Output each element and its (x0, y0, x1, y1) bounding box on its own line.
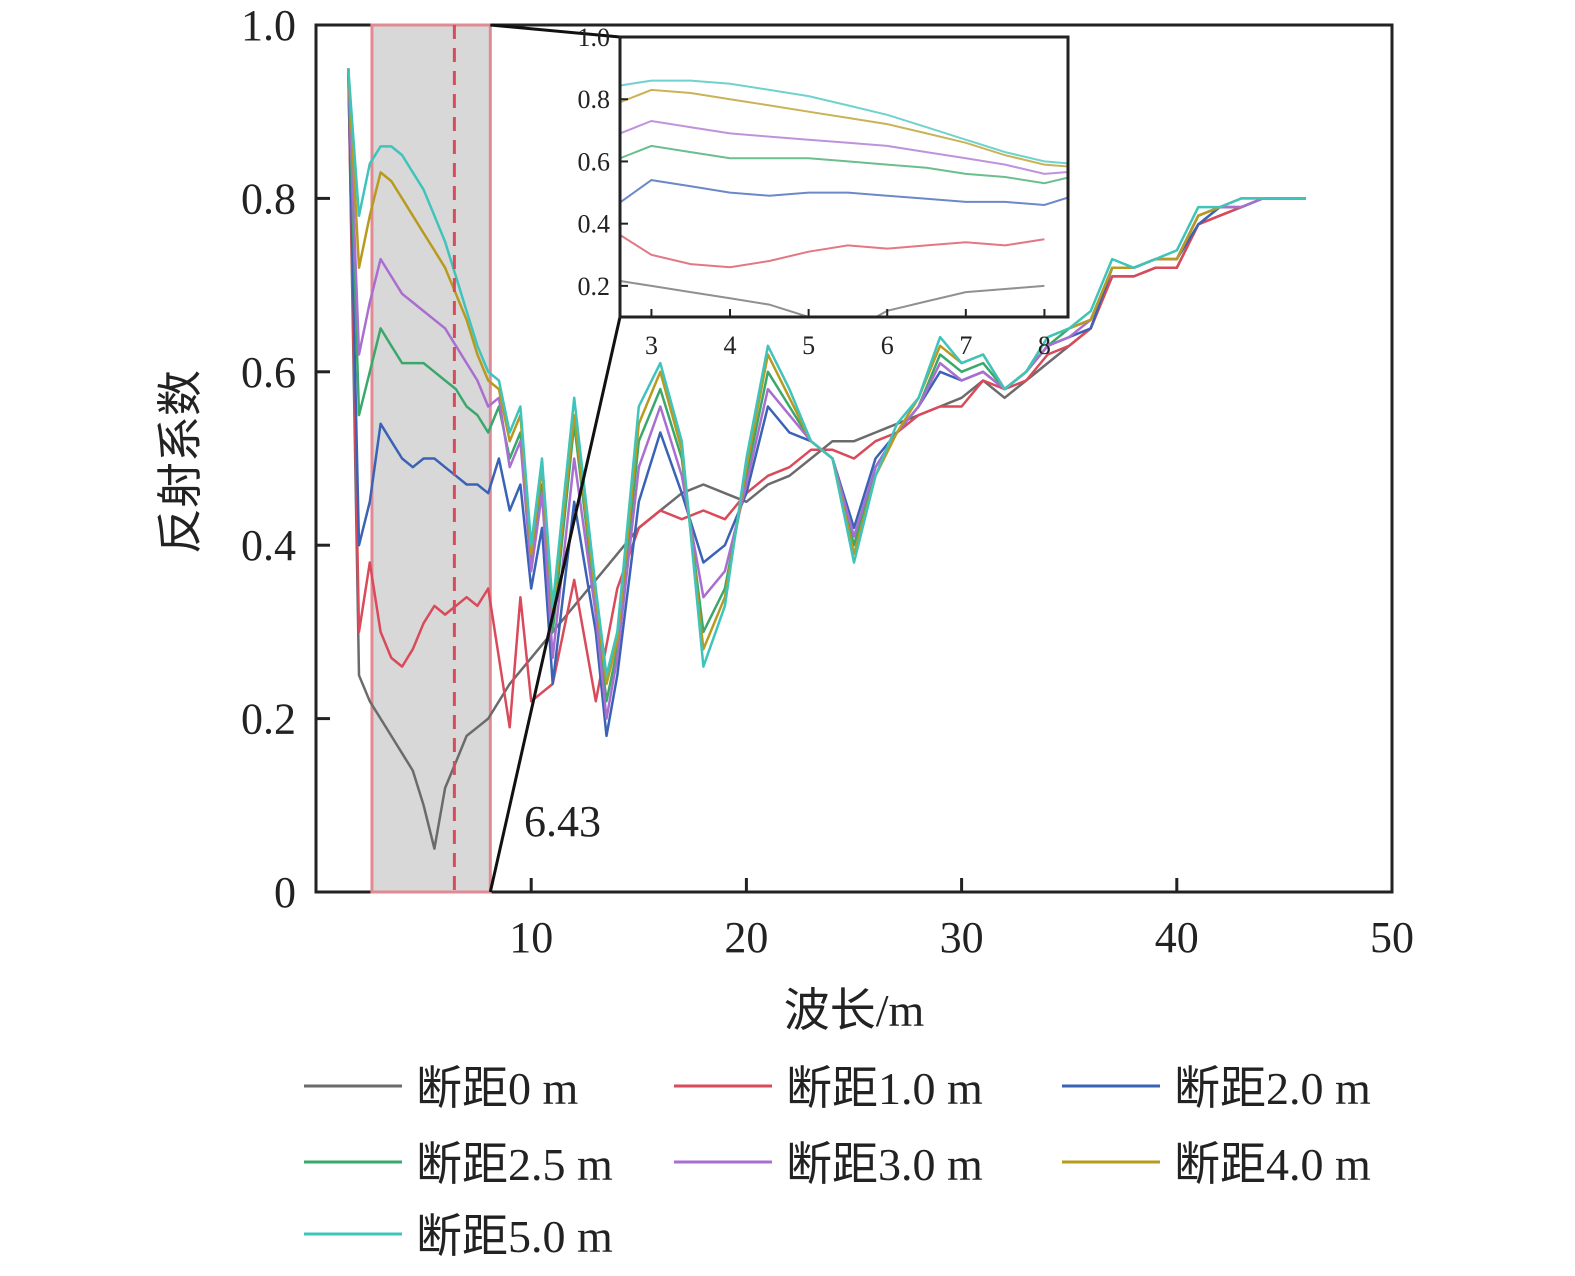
legend-label: 断距4.0 m (1174, 1139, 1371, 1190)
legend-label: 断距5.0 m (416, 1211, 613, 1262)
inset-series-line-4 (620, 119, 1068, 175)
legend-label: 断距2.0 m (1174, 1063, 1371, 1114)
inset-y-tick-label: 0.8 (578, 85, 611, 114)
inset-connector-bottom (488, 316, 622, 893)
inset-x-tick-label: 3 (645, 331, 658, 360)
main-axes: 10 20 30 40 50 0 0.2 0.4 0.6 0.8 1.0 (241, 1, 1414, 962)
series-line-5 (347, 68, 1306, 686)
inset-series-line-1 (620, 233, 1045, 269)
inset-series-line-2 (620, 179, 1068, 207)
legend-item: 断距5.0 m (304, 1211, 613, 1262)
main-plot-frame (314, 23, 1394, 894)
legend-item: 断距0 m (304, 1063, 579, 1114)
y-tick-label: 0.6 (241, 348, 296, 397)
shaded-wavelength-region (370, 23, 492, 894)
series-line-6 (347, 68, 1306, 677)
inset-y-tick-label: 1.0 (578, 23, 611, 52)
inset-series-line-5 (620, 88, 1068, 168)
inset-connector-top (490, 23, 621, 39)
inset-plot: 3 4 5 6 7 8 1.0 0.8 0.6 0.4 0.2 (488, 23, 1070, 893)
legend-item: 断距3.0 m (674, 1139, 983, 1190)
inset-series-group (620, 79, 1068, 317)
inset-frame (618, 35, 1070, 319)
x-tick-label: 50 (1370, 913, 1414, 962)
inset-y-tick-label: 0.6 (578, 147, 611, 176)
inset-series-line-3 (620, 144, 1068, 185)
inset-x-tick-label: 5 (802, 331, 815, 360)
x-tick-label: 20 (724, 913, 768, 962)
legend-item: 断距1.0 m (674, 1063, 983, 1114)
x-tick-label: 40 (1155, 913, 1199, 962)
wavelength-annotation: 6.43 (524, 797, 601, 846)
y-axis-title: 反射系数 (155, 370, 206, 554)
inset-x-tick-label: 4 (724, 331, 737, 360)
inset-y-tick-label: 0.4 (578, 210, 611, 239)
x-tick-label: 30 (940, 913, 984, 962)
inset-y-tick-label: 0.2 (578, 272, 611, 301)
y-tick-label: 0.2 (241, 695, 296, 744)
legend-item: 断距4.0 m (1062, 1139, 1371, 1190)
legend-item: 断距2.0 m (1062, 1063, 1371, 1114)
y-tick-label: 0.4 (241, 521, 296, 570)
legend-label: 断距2.5 m (416, 1139, 613, 1190)
legend-item: 断距2.5 m (304, 1139, 613, 1190)
x-tick-label: 10 (509, 913, 553, 962)
legend-label: 断距1.0 m (786, 1063, 983, 1114)
y-tick-label: 0.8 (241, 174, 296, 223)
legend-label: 断距0 m (416, 1063, 579, 1114)
main-plot-content (347, 23, 1306, 894)
legend: 断距0 m 断距1.0 m 断距2.0 m 断距2.5 m 断距3.0 m 断距4.0 m… (304, 1063, 1371, 1262)
y-tick-label: 1.0 (241, 1, 296, 50)
inset-series-line-6 (620, 79, 1068, 165)
legend-label: 断距3.0 m (786, 1139, 983, 1190)
y-tick-label: 0 (274, 868, 296, 917)
x-axis-title: 波长/m (784, 985, 925, 1036)
inset-x-tick-label: 8 (1038, 331, 1051, 360)
inset-x-tick-label: 6 (881, 331, 894, 360)
inset-series-line-0 (620, 279, 1045, 317)
inset-x-tick-label: 7 (959, 331, 972, 360)
